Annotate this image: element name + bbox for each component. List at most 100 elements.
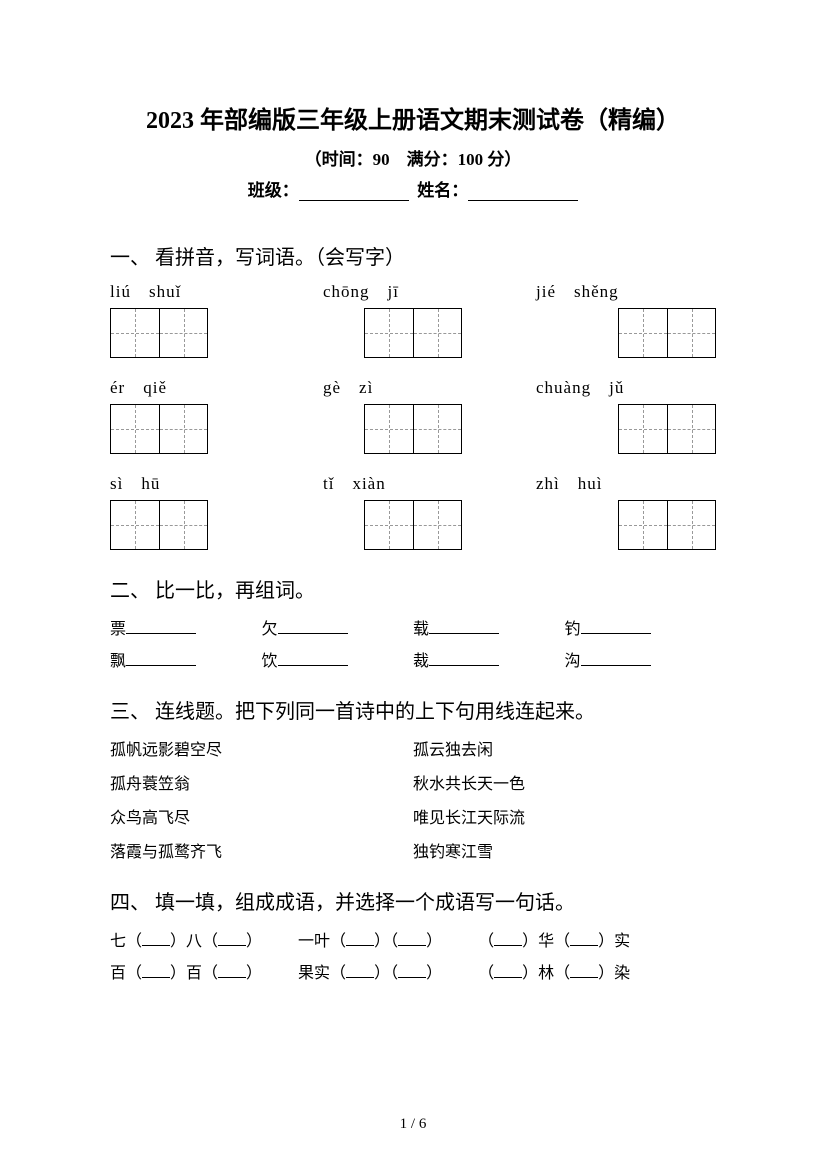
- q4-blank[interactable]: [494, 932, 522, 946]
- name-blank[interactable]: [468, 183, 578, 201]
- q4-text: 百（: [110, 965, 142, 982]
- q2-blank[interactable]: [429, 618, 499, 634]
- q4-item: 一叶（ ）（ ）: [298, 927, 442, 951]
- q2-blank[interactable]: [581, 618, 651, 634]
- q2-char: 票: [110, 615, 126, 639]
- q3-right-item[interactable]: 独钓寒江雪: [413, 838, 716, 862]
- pinyin: shuǐ: [149, 282, 181, 301]
- q4-text: （: [478, 965, 494, 982]
- q2-char: 欠: [262, 615, 278, 639]
- char-boxes[interactable]: [364, 500, 462, 550]
- q4-blank[interactable]: [142, 932, 170, 946]
- q4-row: 七（ ）八（ ） 一叶（ ）（ ） （）华（）实: [110, 927, 716, 951]
- q4-text: ）华（: [522, 933, 570, 950]
- char-boxes[interactable]: [364, 308, 462, 358]
- pinyin: qiě: [143, 378, 167, 397]
- q4-blank[interactable]: [570, 932, 598, 946]
- q3-right-item[interactable]: 秋水共长天一色: [413, 770, 716, 794]
- page-title: 2023 年部编版三年级上册语文期末测试卷（精编）: [110, 100, 716, 135]
- pinyin: hū: [141, 474, 160, 493]
- q2-blank[interactable]: [581, 650, 651, 666]
- q2-blank[interactable]: [278, 650, 348, 666]
- q1-pinyin-row: érqiě gèzì chuàngjǔ: [110, 378, 716, 398]
- pinyin: zhì: [536, 474, 560, 493]
- q2-grid: 票 欠 载 钓 飘 饮 裁 沟: [110, 615, 716, 671]
- page-number: 1 / 6: [0, 1116, 826, 1133]
- q3-right-item[interactable]: 唯见长江天际流: [413, 804, 716, 828]
- q1-pinyin-row: sìhū tǐxiàn zhìhuì: [110, 474, 716, 494]
- q4-text: 七（: [110, 933, 142, 950]
- page-sep: /: [407, 1116, 419, 1132]
- q4-blank[interactable]: [218, 964, 246, 978]
- pinyin: chuàng: [536, 378, 591, 397]
- q1-pinyin-row: liúshuǐ chōngjī jié shěng: [110, 282, 716, 302]
- char-boxes[interactable]: [618, 500, 716, 550]
- q1-heading: 一、 看拼音，写词语。（会写字）: [110, 241, 716, 270]
- q2-blank[interactable]: [126, 618, 196, 634]
- pinyin: tǐ: [323, 474, 334, 493]
- pinyin: jǔ: [609, 378, 624, 397]
- q2-char: 钓: [565, 615, 581, 639]
- q4-text: 果实（: [298, 965, 346, 982]
- pinyin: shěng: [574, 282, 619, 301]
- pinyin: xiàn: [352, 474, 385, 493]
- pinyin: zì: [359, 378, 373, 397]
- char-boxes[interactable]: [110, 500, 208, 550]
- pinyin: huì: [578, 474, 603, 493]
- q3-left-item[interactable]: 落霞与孤鹜齐飞: [110, 838, 413, 862]
- q2-char: 沟: [565, 647, 581, 671]
- char-boxes[interactable]: [110, 404, 208, 454]
- char-boxes[interactable]: [618, 404, 716, 454]
- q3-left-item[interactable]: 孤帆远影碧空尽: [110, 736, 413, 760]
- q3-heading: 三、 连线题。把下列同一首诗中的上下句用线连起来。: [110, 695, 716, 724]
- pinyin: liú: [110, 282, 131, 301]
- q3-left-item[interactable]: 众鸟高飞尽: [110, 804, 413, 828]
- q4-text: ）（: [374, 965, 398, 982]
- pinyin: jié: [536, 282, 556, 301]
- q1-box-row: [110, 308, 716, 358]
- subtitle: （时间：90 满分：100 分）: [110, 145, 716, 170]
- q4-blank[interactable]: [346, 932, 374, 946]
- q4-row: 百（ ）百（ ） 果实（ ）（ ） （ ）林（ ）染: [110, 959, 716, 983]
- pinyin: ér: [110, 378, 125, 397]
- q4-blank[interactable]: [570, 964, 598, 978]
- q4-blank[interactable]: [494, 964, 522, 978]
- q4-blank[interactable]: [346, 964, 374, 978]
- q2-blank[interactable]: [278, 618, 348, 634]
- q4-text: ）林（: [522, 965, 570, 982]
- student-info-line: 班级： 姓名：: [110, 176, 716, 201]
- q4-item: （ ）林（ ）染: [478, 959, 630, 983]
- q4-blank[interactable]: [142, 964, 170, 978]
- q4-blank[interactable]: [398, 932, 426, 946]
- q4-item: 百（ ）百（ ）: [110, 959, 262, 983]
- pinyin: sì: [110, 474, 123, 493]
- q4-text: ）八（: [170, 933, 218, 950]
- char-boxes[interactable]: [618, 308, 716, 358]
- q2-blank[interactable]: [126, 650, 196, 666]
- q1-box-row: [110, 500, 716, 550]
- q2-char: 载: [413, 615, 429, 639]
- q4-blank[interactable]: [218, 932, 246, 946]
- q4-text: ）: [426, 933, 442, 950]
- char-boxes[interactable]: [364, 404, 462, 454]
- q4-text: ）百（: [170, 965, 218, 982]
- q2-char: 饮: [262, 647, 278, 671]
- q3-right-item[interactable]: 孤云独去闲: [413, 736, 716, 760]
- q4-text: ）（: [374, 933, 398, 950]
- q4-text: 一叶（: [298, 933, 346, 950]
- q4-text: ）染: [598, 965, 630, 982]
- q4-item: （）华（）实: [478, 927, 630, 951]
- q4-text: ）: [246, 965, 262, 982]
- pinyin: chōng: [323, 282, 370, 301]
- q3-grid: 孤帆远影碧空尽 孤云独去闲 孤舟蓑笠翁 秋水共长天一色 众鸟高飞尽 唯见长江天际…: [110, 736, 716, 862]
- q3-left-item[interactable]: 孤舟蓑笠翁: [110, 770, 413, 794]
- q2-blank[interactable]: [429, 650, 499, 666]
- q4-blank[interactable]: [398, 964, 426, 978]
- q4-text: ）: [426, 965, 442, 982]
- q4-item: 七（）八（）: [110, 927, 262, 951]
- q4-heading: 四、 填一填，组成成语，并选择一个成语写一句话。: [110, 886, 716, 915]
- pinyin: jī: [388, 282, 399, 301]
- class-blank[interactable]: [299, 183, 409, 201]
- char-boxes[interactable]: [110, 308, 208, 358]
- q2-char: 飘: [110, 647, 126, 671]
